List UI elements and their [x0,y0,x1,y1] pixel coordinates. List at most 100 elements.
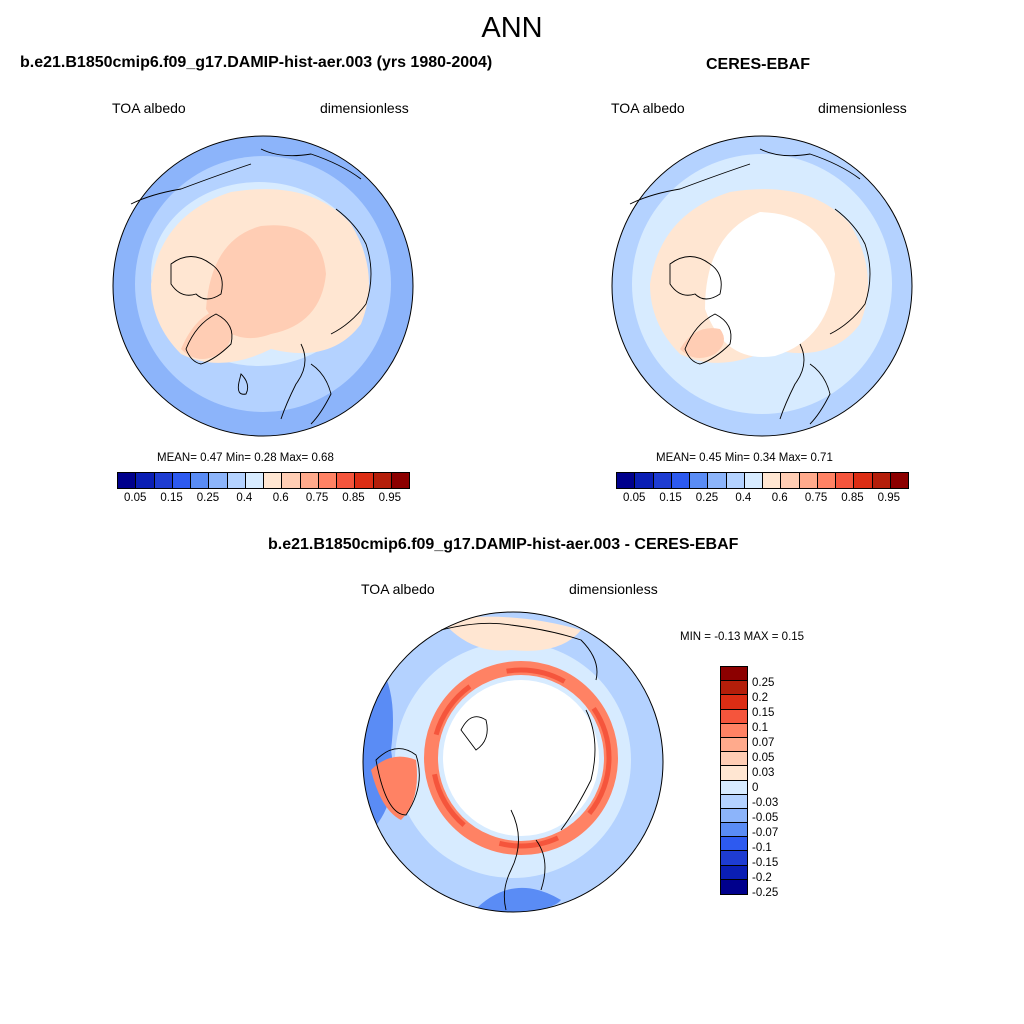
colorbar-swatch [726,473,745,488]
colorbar-tick-label: 0.05 [752,752,775,764]
colorbar-tick-label: 0.07 [752,737,775,749]
colorbar-tick-label: 0.15 [752,707,775,719]
colorbar-swatch [373,473,392,488]
panel2-coastlines [629,148,871,425]
panel3-north-positive [441,616,581,651]
colorbar-swatch [136,473,155,488]
panel1-mean-value: 0.47 [200,452,223,464]
colorbar-swatch [391,473,409,488]
panel1-greenland [181,309,233,359]
colorbar-swatch [721,879,747,894]
colorbar-tick-label: -0.1 [752,842,772,854]
colorbar-tick-label: 0.05 [622,492,646,504]
colorbar-tick-label: 0.85 [342,492,365,504]
colorbar-swatch [118,473,137,488]
colorbar-swatch [245,473,264,488]
panel2-variable-label: TOA albedo [611,100,685,116]
panel1-colorbar [117,472,410,489]
panel2-missing-polar [705,212,835,358]
colorbar-swatch [721,837,747,852]
colorbar-tick-label: 0.15 [160,492,183,504]
colorbar-swatch [172,473,191,488]
panel2-min-value: 0.34 [753,452,776,464]
colorbar-tick-label: -0.07 [752,827,779,839]
colorbar-swatch [671,473,690,488]
panel1-min-label: Min= [225,452,251,464]
colorbar-swatch [690,473,709,488]
panel1-map [112,135,414,437]
panel2-units-label: dimensionless [818,100,907,116]
colorbar-tick-label: 0.75 [804,492,828,504]
panel3-southern-negative [471,887,561,912]
panel2-min-label: Min= [724,452,750,464]
colorbar-swatch [264,473,283,488]
colorbar-swatch [721,865,747,880]
panel3-stats: MIN = -0.13 MAX = 0.15 [680,631,804,643]
colorbar-swatch [781,473,800,488]
panel3-units-label: dimensionless [569,581,658,597]
panel1-variable-label: TOA albedo [112,100,186,116]
panel3-map [362,611,664,913]
colorbar-swatch [721,851,747,866]
colorbar-swatch [890,473,908,488]
colorbar-tick-label: 0.6 [272,492,289,504]
colorbar-swatch [635,473,654,488]
panel3-coastlines [375,622,598,911]
panel1-mean-label: MEAN= [157,452,197,464]
colorbar-tick-label: 0.25 [752,677,775,689]
colorbar-swatch [355,473,374,488]
colorbar-swatch [721,695,747,710]
colorbar-swatch [721,723,747,738]
panel2-title: CERES-EBAF [706,56,811,73]
panel3-greenland-positive [371,756,417,820]
colorbar-tick-label: -0.15 [752,857,779,869]
colorbar-tick-label: 0.4 [236,492,253,504]
colorbar-swatch [721,808,747,824]
colorbar-swatch [763,473,782,488]
colorbar-swatch [872,473,891,488]
colorbar-tick-label: 0.05 [123,492,147,504]
colorbar-tick-label: 0.15 [659,492,682,504]
colorbar-swatch [817,473,836,488]
colorbar-tick-label: -0.05 [752,812,779,824]
colorbar-swatch [854,473,873,488]
panel1-stats: MEAN= 0.47 Min= 0.28 Max= 0.68 [157,452,334,464]
colorbar-swatch [744,473,763,488]
colorbar-swatch [300,473,319,488]
colorbar-tick-label: 0.4 [735,492,752,504]
colorbar-swatch [721,823,747,838]
colorbar-swatch [836,473,855,488]
colorbar-tick-label: 0.95 [378,492,401,504]
colorbar-swatch [721,780,747,795]
panel3-max-label: MAX = [743,631,779,643]
colorbar-tick-label: -0.03 [752,797,779,809]
panel3-min-label: MIN = [680,631,711,643]
colorbar-tick-label: 0 [752,782,759,794]
colorbar-swatch [708,473,727,488]
colorbar-swatch [799,473,818,488]
colorbar-swatch [721,794,747,809]
colorbar-tick-label: 0.25 [695,492,719,504]
panel1-coastlines [130,148,372,425]
panel2-map [611,135,913,437]
colorbar-swatch [337,473,356,488]
panel1-title: b.e21.B1850cmip6.f09_g17.DAMIP-hist-aer.… [20,54,493,71]
colorbar-tick-label: -0.25 [752,887,779,899]
colorbar-tick-label: 0.75 [305,492,329,504]
colorbar-swatch [721,737,747,753]
colorbar-tick-label: -0.2 [752,872,772,884]
panel1-units-label: dimensionless [320,100,409,116]
panel3-max-value: 0.15 [781,631,805,643]
colorbar-swatch [617,473,636,488]
panel2-mean-label: MEAN= [656,452,696,464]
colorbar-swatch [227,473,246,488]
colorbar-tick-label: 0.85 [841,492,864,504]
colorbar-swatch [721,667,747,682]
panel3-ring-highlight [430,667,612,849]
panel1-max-label: Max= [279,452,309,464]
colorbar-swatch [721,709,747,724]
colorbar-swatch [154,473,173,488]
colorbar-swatch [721,681,747,696]
colorbar-swatch [209,473,228,488]
panel2-greenland [680,328,724,358]
